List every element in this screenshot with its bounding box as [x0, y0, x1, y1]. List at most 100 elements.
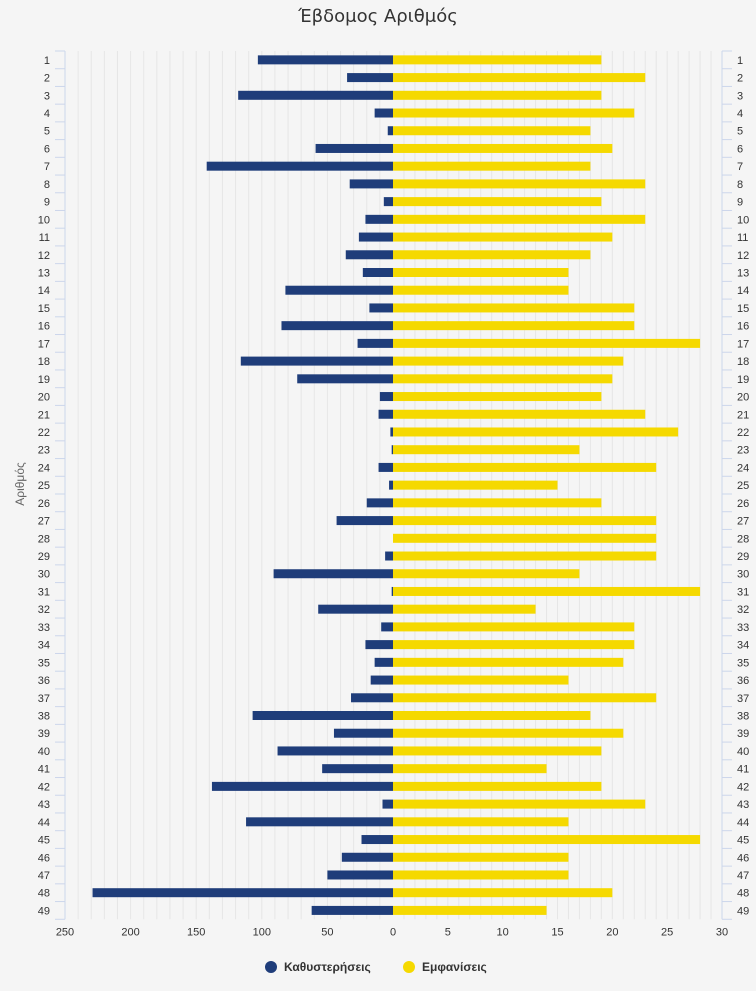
legend-item[interactable]: Καθυστερήσεις: [265, 960, 371, 974]
bar-delays[interactable]: [358, 232, 393, 242]
bar-appearances[interactable]: [393, 161, 591, 171]
bar-delays[interactable]: [390, 427, 393, 437]
bar-appearances[interactable]: [393, 445, 580, 455]
bar-appearances[interactable]: [393, 817, 569, 827]
bar-appearances[interactable]: [393, 321, 635, 331]
bar-delays[interactable]: [336, 516, 393, 526]
bar-delays[interactable]: [365, 640, 393, 650]
bar-delays[interactable]: [379, 392, 393, 402]
bar-delays[interactable]: [382, 799, 393, 809]
bar-appearances[interactable]: [393, 285, 569, 295]
bar-appearances[interactable]: [393, 126, 591, 136]
bar-delays[interactable]: [281, 321, 393, 331]
bar-delays[interactable]: [311, 905, 393, 915]
bar-delays[interactable]: [357, 338, 393, 348]
bar-appearances[interactable]: [393, 409, 646, 419]
bar-appearances[interactable]: [393, 250, 591, 260]
chart-title: Έβδομος Αριθμός: [297, 6, 458, 27]
bar-delays[interactable]: [347, 73, 393, 83]
bar-appearances[interactable]: [393, 214, 646, 224]
bar-appearances[interactable]: [393, 569, 580, 579]
bar-appearances[interactable]: [393, 711, 591, 720]
bar-appearances[interactable]: [393, 143, 613, 153]
bar-appearances[interactable]: [393, 90, 602, 100]
bar-appearances[interactable]: [393, 675, 569, 685]
bar-appearances[interactable]: [393, 604, 536, 614]
bar-appearances[interactable]: [393, 657, 624, 667]
bar-delays[interactable]: [341, 852, 393, 862]
bar-delays[interactable]: [378, 462, 393, 472]
bar-delays[interactable]: [257, 55, 393, 65]
bar-appearances[interactable]: [393, 533, 657, 543]
bar-delays[interactable]: [389, 480, 393, 490]
bar-delays[interactable]: [383, 197, 393, 207]
bar-appearances[interactable]: [393, 73, 646, 83]
bar-delays[interactable]: [349, 179, 393, 189]
bar-delays[interactable]: [391, 586, 393, 596]
bar-appearances[interactable]: [393, 905, 547, 915]
bar-appearances[interactable]: [393, 781, 602, 791]
bar-appearances[interactable]: [393, 356, 624, 366]
bar-delays[interactable]: [273, 569, 393, 579]
bar-delays[interactable]: [246, 817, 393, 827]
bar-delays[interactable]: [362, 268, 393, 277]
bar-appearances[interactable]: [393, 108, 635, 118]
bar-delays[interactable]: [297, 374, 393, 384]
bar-delays[interactable]: [206, 161, 393, 171]
legend-item[interactable]: Εμφανίσεις: [403, 960, 487, 974]
bar-delays[interactable]: [351, 693, 393, 703]
bar-appearances[interactable]: [393, 462, 657, 472]
bar-appearances[interactable]: [393, 55, 602, 65]
bar-delays[interactable]: [322, 764, 393, 774]
bar-appearances[interactable]: [393, 852, 569, 862]
bar-appearances[interactable]: [393, 480, 558, 490]
bar-delays[interactable]: [361, 835, 393, 845]
bar-appearances[interactable]: [393, 268, 569, 277]
bar-appearances[interactable]: [393, 640, 635, 650]
bar-delays[interactable]: [378, 409, 393, 419]
bar-delays[interactable]: [238, 90, 393, 100]
bar-appearances[interactable]: [393, 622, 635, 632]
bar-appearances[interactable]: [393, 392, 602, 402]
bar-delays[interactable]: [211, 781, 393, 791]
bar-appearances[interactable]: [393, 232, 613, 242]
bar-appearances[interactable]: [393, 799, 646, 809]
bar-delays[interactable]: [391, 445, 393, 455]
bar-delays[interactable]: [366, 498, 393, 508]
bar-delays[interactable]: [277, 746, 393, 756]
bar-appearances[interactable]: [393, 888, 613, 898]
bar-delays[interactable]: [285, 285, 393, 295]
bar-appearances[interactable]: [393, 374, 613, 384]
bar-delays[interactable]: [345, 250, 393, 260]
bar-appearances[interactable]: [393, 338, 701, 348]
bar-appearances[interactable]: [393, 197, 602, 207]
bar-delays[interactable]: [374, 657, 393, 667]
bar-appearances[interactable]: [393, 179, 646, 189]
bar-delays[interactable]: [369, 303, 393, 313]
bar-appearances[interactable]: [393, 498, 602, 508]
bar-delays[interactable]: [252, 711, 393, 720]
bar-appearances[interactable]: [393, 835, 701, 845]
bar-delays[interactable]: [385, 551, 393, 561]
bar-delays[interactable]: [333, 728, 393, 738]
bar-delays[interactable]: [327, 870, 393, 880]
bar-appearances[interactable]: [393, 728, 624, 738]
bar-appearances[interactable]: [393, 764, 547, 774]
bar-appearances[interactable]: [393, 693, 657, 703]
bar-appearances[interactable]: [393, 586, 701, 596]
bar-appearances[interactable]: [393, 551, 657, 561]
bar-appearances[interactable]: [393, 870, 569, 880]
bar-delays[interactable]: [315, 143, 393, 153]
bar-appearances[interactable]: [393, 303, 635, 313]
bar-appearances[interactable]: [393, 516, 657, 526]
bar-delays[interactable]: [240, 356, 393, 366]
bar-appearances[interactable]: [393, 427, 679, 437]
bar-delays[interactable]: [370, 675, 393, 685]
bar-delays[interactable]: [92, 888, 393, 898]
bar-delays[interactable]: [318, 604, 393, 614]
bar-delays[interactable]: [381, 622, 393, 632]
bar-delays[interactable]: [365, 214, 393, 224]
bar-delays[interactable]: [387, 126, 393, 136]
bar-delays[interactable]: [374, 108, 393, 118]
bar-appearances[interactable]: [393, 746, 602, 756]
